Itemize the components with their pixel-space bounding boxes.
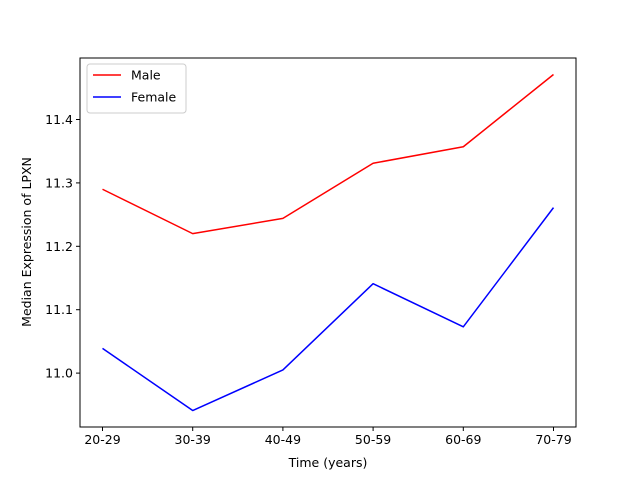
x-tick-label: 60-69 xyxy=(445,432,481,447)
x-axis-label: Time (years) xyxy=(288,455,368,470)
x-axis: 20-29 30-39 40-49 50-59 60-69 70-79 xyxy=(84,427,572,447)
series-layer xyxy=(102,73,555,412)
legend-label-female: Female xyxy=(131,90,177,105)
y-tick-label: 11.1 xyxy=(45,302,73,317)
series-line-female xyxy=(102,207,555,412)
plot-frame xyxy=(79,57,577,428)
x-tick-label: 40-49 xyxy=(265,432,301,447)
y-tick-label: 11.4 xyxy=(45,112,73,127)
x-tick-label: 50-59 xyxy=(355,432,391,447)
series-line-male xyxy=(102,73,554,235)
y-tick-label: 11.3 xyxy=(45,175,73,190)
legend-label-male: Male xyxy=(131,68,161,83)
x-tick-label: 20-29 xyxy=(84,432,120,447)
legend-box xyxy=(86,63,187,114)
x-tick-label: 30-39 xyxy=(175,432,211,447)
legend: Male Female xyxy=(86,63,187,114)
x-tick-label: 70-79 xyxy=(535,432,571,447)
y-axis-label: Median Expression of LPXN xyxy=(19,157,34,327)
y-axis: 11.0 11.1 11.2 11.3 11.4 xyxy=(45,112,80,381)
y-tick-label: 11.0 xyxy=(45,366,73,381)
y-tick-label: 11.2 xyxy=(45,239,73,254)
